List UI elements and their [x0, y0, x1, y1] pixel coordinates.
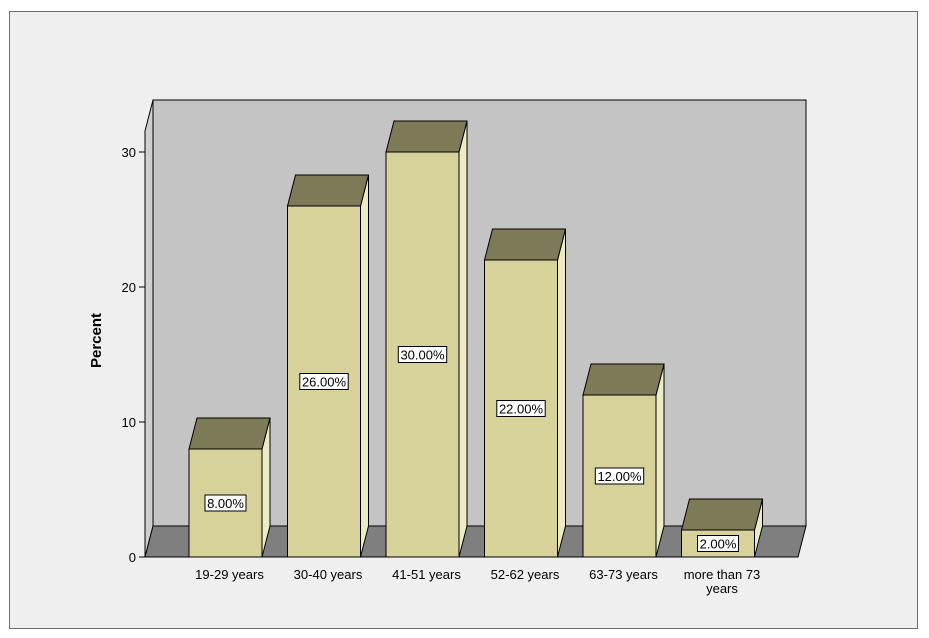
x-tick-label: 63-73 years [589, 567, 658, 582]
x-tick-label: more than 73 years [684, 567, 761, 596]
y-axis-title: Percent [88, 313, 105, 368]
bar-top [385, 120, 468, 153]
bar-side [655, 363, 665, 558]
data-label-box [397, 346, 448, 363]
bar-top [582, 363, 665, 396]
y-tick-label: 0 [129, 550, 136, 565]
data-label: 8.00% [207, 496, 244, 511]
data-label: 26.00% [302, 375, 347, 390]
chart-side-wall [144, 99, 154, 558]
data-label-box [204, 494, 247, 512]
data-label-box [697, 535, 739, 552]
bar-top [286, 174, 370, 207]
data-label: 12.00% [597, 469, 642, 484]
x-tick-label: 41-51 years [392, 567, 461, 582]
y-tick-label: 10 [122, 415, 136, 430]
bar-top [680, 498, 764, 531]
bar-group: 30.00% [385, 120, 468, 558]
data-label-box [594, 467, 645, 485]
x-tick-label-line: more than 73 [684, 567, 761, 582]
data-label: 2.00% [700, 537, 737, 552]
bar-group: 26.00% [286, 174, 370, 558]
bar-top [483, 228, 567, 261]
x-tick-label: 52-62 years [491, 567, 560, 582]
x-tick-label-line: years [706, 581, 738, 596]
x-tick-label-line: 52-62 years [491, 567, 560, 582]
y-tick-label: 20 [122, 280, 136, 295]
y-tick-label: 30 [122, 145, 136, 160]
x-tick-label: 30-40 years [294, 567, 363, 582]
bar-side [557, 228, 566, 558]
bar-side [360, 174, 369, 558]
bar-group: 2.00% [680, 498, 764, 558]
x-tick-label-line: 30-40 years [294, 567, 363, 582]
x-tick-label-line: 63-73 years [589, 567, 658, 582]
x-tick-label-line: 41-51 years [392, 567, 461, 582]
bar-side [458, 120, 468, 558]
x-tick-label-line: 19-29 years [195, 567, 264, 582]
bar-group: 12.00% [582, 363, 665, 558]
bar-group: 22.00% [483, 228, 567, 558]
data-label-box [496, 400, 546, 417]
bar-group: 8.00% [188, 417, 271, 558]
data-label-box [299, 373, 349, 390]
data-label: 22.00% [499, 402, 544, 417]
x-tick-label: 19-29 years [195, 567, 264, 582]
data-label: 30.00% [400, 348, 445, 363]
bar-top [188, 417, 271, 450]
